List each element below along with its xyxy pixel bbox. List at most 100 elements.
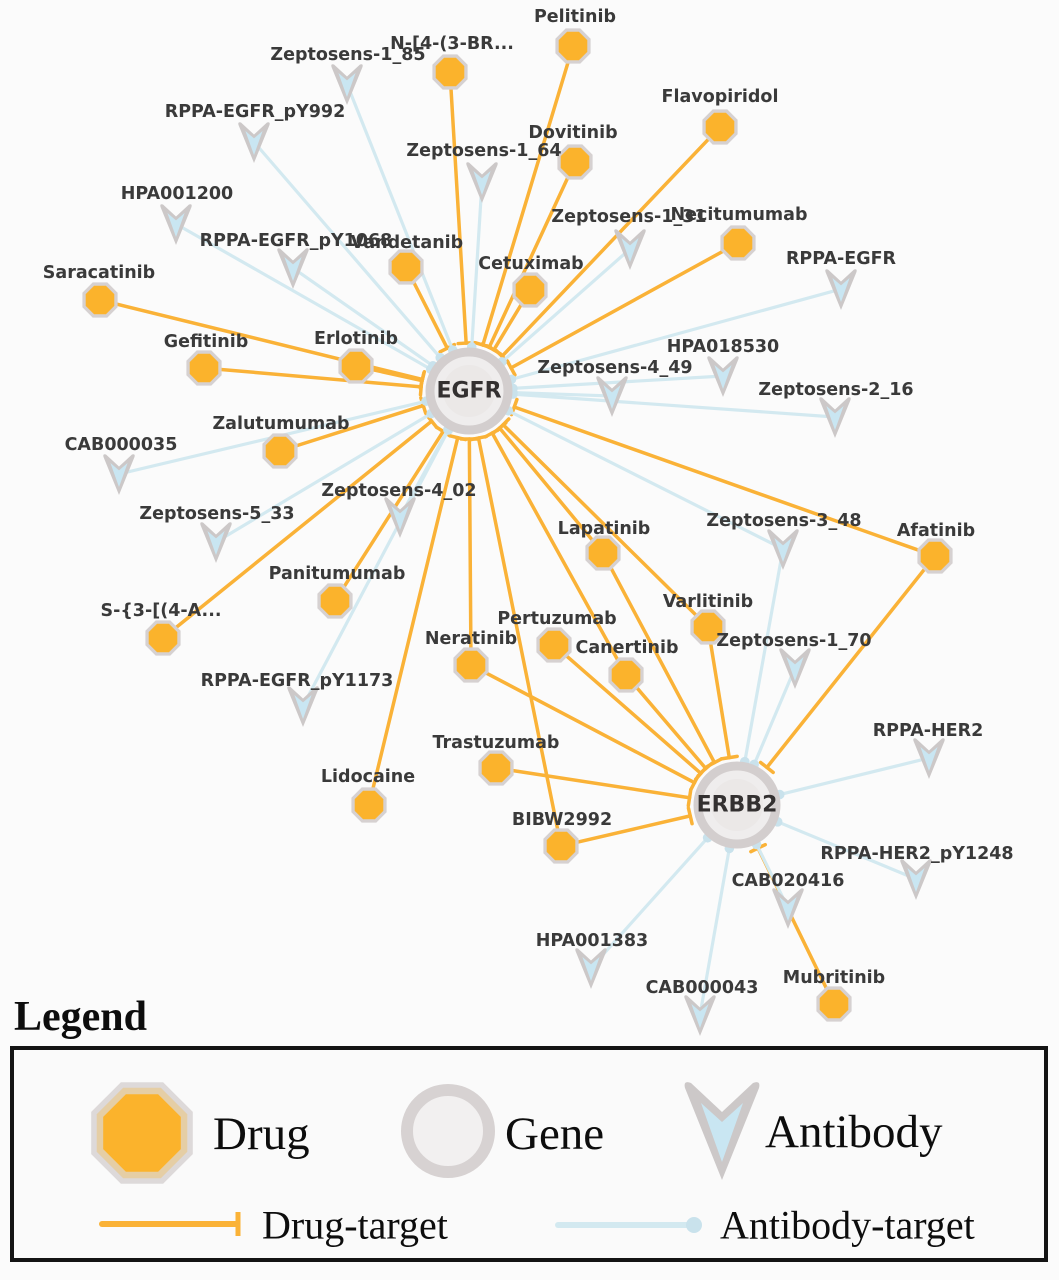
drug-octagon (320, 586, 350, 616)
drug-octagon (558, 31, 588, 61)
node-pertuzumab[interactable] (536, 627, 572, 663)
node-cetuximab[interactable] (512, 272, 548, 308)
node-rppa_her2[interactable] (913, 738, 945, 779)
node-canertinib[interactable] (608, 657, 644, 693)
node-cab000035[interactable] (103, 454, 135, 495)
label-varlitinib: Varlitinib (663, 592, 753, 612)
node-z1_64[interactable] (466, 162, 498, 203)
node-neratinib[interactable] (453, 647, 489, 683)
node-cab000043[interactable] (684, 995, 716, 1036)
node-hpa001200[interactable] (160, 204, 192, 245)
label-panitumumab: Panitumumab (269, 564, 406, 584)
node-trastuzumab[interactable] (478, 750, 514, 786)
node-mubritinib[interactable] (816, 986, 852, 1022)
drug-octagon (723, 228, 753, 258)
node-zalutumumab[interactable] (262, 433, 298, 469)
node-z5_33[interactable] (200, 522, 232, 563)
gene-circle-inner (711, 779, 763, 831)
antibody-dart (160, 204, 192, 245)
label-lidocaine: Lidocaine (321, 767, 415, 787)
node-egfr[interactable] (425, 347, 513, 435)
node-z4_02[interactable] (384, 497, 416, 538)
drug-octagon (693, 612, 723, 642)
node-flavopiridol[interactable] (702, 109, 738, 145)
edge-erlotinib-egfr (367, 367, 424, 383)
edge-canertinib-egfr (490, 431, 621, 665)
label-lapatinib: Lapatinib (558, 519, 651, 539)
gene-circle (693, 761, 781, 849)
node-saracatinib[interactable] (82, 282, 118, 318)
node-py1173[interactable] (287, 686, 319, 727)
antibody-dart (767, 529, 799, 570)
antibody-dart (466, 162, 498, 203)
edge-z4_49-egfr (511, 390, 612, 398)
node-panitumumab[interactable] (317, 583, 353, 619)
node-n4_3br[interactable] (432, 54, 468, 90)
edge-z1_70-erbb2 (752, 668, 796, 767)
node-py1248[interactable] (900, 859, 932, 900)
edge-py1173-egfr (302, 428, 451, 706)
label-z1_31: Zeptosens-1_31 (551, 207, 706, 227)
node-varlitinib[interactable] (690, 609, 726, 645)
node-z2_16[interactable] (819, 397, 851, 438)
node-necitumumab[interactable] (720, 225, 756, 261)
node-py992[interactable] (238, 122, 270, 163)
gene-node-icon (401, 1084, 495, 1178)
label-saracatinib: Saracatinib (43, 263, 155, 283)
edge-hpa001200-egfr (176, 223, 433, 371)
label-z2_16: Zeptosens-2_16 (758, 380, 913, 400)
antibody-dart (614, 229, 646, 270)
node-py1068[interactable] (277, 248, 309, 289)
node-lapatinib[interactable] (585, 535, 621, 571)
node-bibw2992[interactable] (543, 828, 579, 864)
label-cab000035: CAB000035 (65, 435, 178, 455)
edge-gefitinib-egfr (216, 367, 423, 389)
labels-layer: EGFR ERBB2 Pelitinib N-[4-(3-BR... Dovitinib… (43, 7, 1014, 998)
drug-octagon (705, 112, 735, 142)
label-egfr: EGFR (436, 379, 501, 404)
node-z3_48[interactable] (767, 529, 799, 570)
node-vandetanib[interactable] (388, 249, 424, 285)
legend-title: Legend (14, 994, 148, 1040)
edge-trastuzumab-erbb2 (508, 768, 692, 800)
node-pelitinib[interactable] (555, 28, 591, 64)
label-py1173: RPPA-EGFR_pY1173 (201, 671, 394, 691)
legend-drug-target-label: Drug-target (262, 1202, 448, 1248)
node-erlotinib[interactable] (338, 348, 374, 384)
node-s3_4a[interactable] (145, 620, 181, 656)
node-gefitinib[interactable] (186, 350, 222, 386)
label-canertinib: Canertinib (576, 638, 679, 658)
node-rppa_egfr[interactable] (825, 269, 857, 310)
drug-octagon (539, 630, 569, 660)
node-cab020416[interactable] (772, 888, 804, 929)
label-flavopiridol: Flavopiridol (662, 87, 779, 107)
node-lidocaine[interactable] (351, 787, 387, 823)
gene-circle (425, 347, 513, 435)
label-zalutumumab: Zalutumumab (212, 414, 349, 434)
antibody-dart (287, 686, 319, 727)
node-afatinib[interactable] (917, 538, 953, 574)
label-hpa018530: HPA018530 (667, 337, 779, 357)
label-pelitinib: Pelitinib (534, 7, 616, 27)
node-erbb2[interactable] (693, 761, 781, 849)
antibody-dart (596, 376, 628, 417)
antibody-dart (819, 397, 851, 438)
label-z1_85: Zeptosens-1_85 (270, 45, 425, 65)
node-z1_70[interactable] (779, 648, 811, 689)
node-dovitinib[interactable] (557, 144, 593, 180)
drug-octagon (148, 623, 178, 653)
node-z4_49[interactable] (596, 376, 628, 417)
label-mubritinib: Mubritinib (783, 968, 885, 988)
node-z1_31[interactable] (614, 229, 646, 270)
node-z1_85[interactable] (331, 64, 363, 105)
edge-pelitinib-egfr (481, 57, 571, 347)
antibody-dart (575, 948, 607, 989)
drug-octagon (920, 541, 950, 571)
node-hpa001383[interactable] (575, 948, 607, 989)
drug-octagon (819, 989, 849, 1019)
edge-py992-egfr (253, 141, 442, 360)
antibody-dart (825, 269, 857, 310)
node-hpa018530[interactable] (707, 356, 739, 397)
antibody-dart (103, 454, 135, 495)
